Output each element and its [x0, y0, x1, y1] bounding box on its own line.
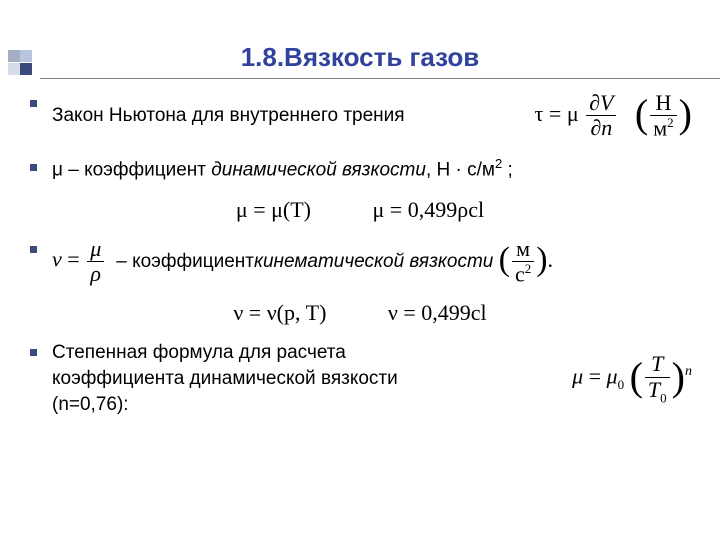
slide-content: Закон Ньютона для внутреннего трения τ =…	[0, 73, 720, 417]
slide-title: 1.8.Вязкость газов	[0, 42, 720, 73]
power-law-text: Степенная формула для расчета коэффициен…	[52, 340, 422, 417]
bullet-power-law: Степенная формула для расчета коэффициен…	[28, 340, 692, 417]
nu-definition: ν = μ ρ	[52, 237, 106, 286]
corner-decoration	[8, 50, 32, 75]
bullet-dynamic-viscosity: μ – коэффициент динамической вязкости, Н…	[28, 155, 692, 183]
power-law-formula: μ = μ0 ( T T0 )n	[572, 352, 692, 405]
mu-equations-row: μ = μ(T) μ = 0,499ρcl	[28, 197, 692, 223]
bullet-kinematic-viscosity: ν = μ ρ – коэффициент кинематической вяз…	[28, 237, 692, 287]
nu-equations-row: ν = ν(p, T) ν = 0,499cl	[28, 300, 692, 326]
newton-law-text: Закон Ньютона для внутреннего трения	[52, 103, 405, 129]
header-rule	[40, 78, 720, 79]
bullet-newton-law: Закон Ньютона для внутреннего трения τ =…	[28, 91, 692, 141]
kinematic-unit: ( м с2 ).	[499, 237, 553, 287]
tau-formula: τ = μ ∂V ∂n ( Н м2 )	[535, 91, 692, 141]
